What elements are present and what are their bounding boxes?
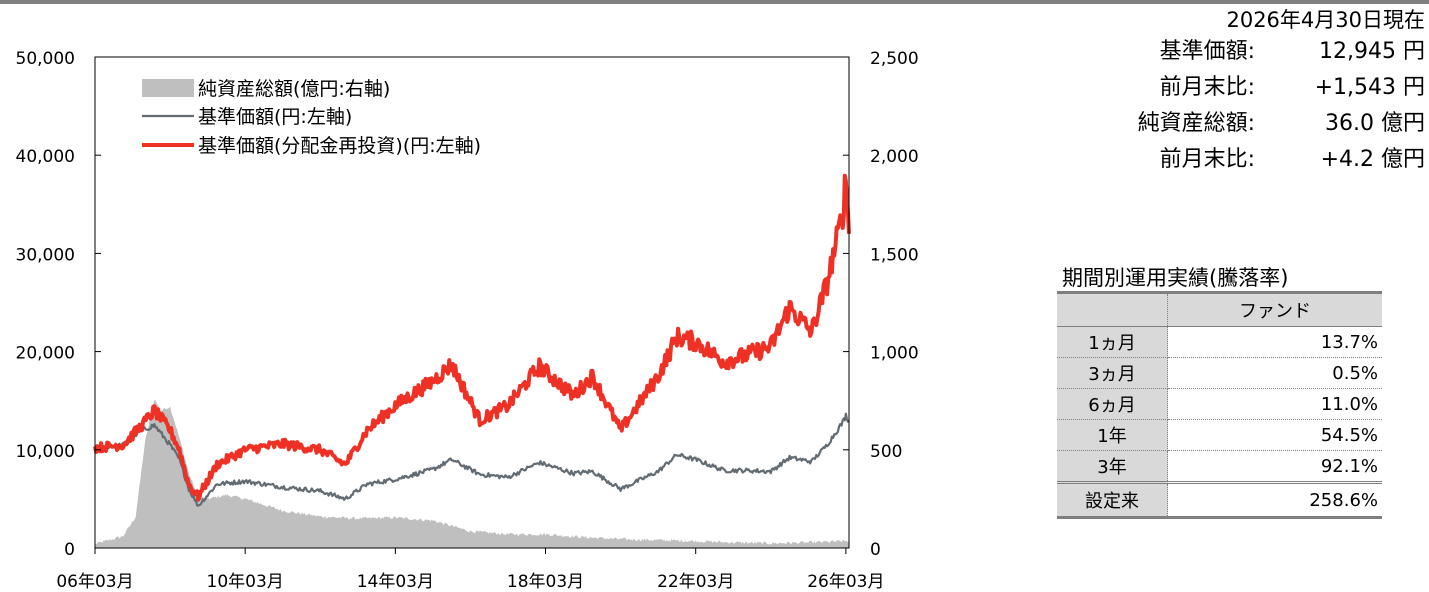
left-axis-tick-label: 40,000 — [16, 147, 75, 167]
left-axis-tick-label: 20,000 — [16, 344, 75, 364]
x-axis-tick-label: 10年03月 — [207, 572, 284, 592]
performance-row: 1年 54.5% — [1057, 419, 1382, 451]
performance-header-row: ファンド — [1057, 292, 1382, 327]
performance-table: ファンド 1ヵ月 13.7% 3ヵ月 0.5% 6ヵ月 11.0% 1年 54.… — [1057, 291, 1382, 519]
summary-label: 前月末比: — [1159, 147, 1255, 172]
left-axis-tick-label: 0 — [64, 540, 75, 560]
legend-label: 基準価額(分配金再投資)(円:左軸) — [198, 135, 481, 157]
right-axis-tick-label: 0 — [870, 540, 881, 560]
right-axis-tick-label: 500 — [870, 442, 902, 462]
performance-value: 258.6% — [1167, 481, 1382, 518]
legend-swatch-net-assets — [142, 79, 194, 97]
performance-period: 3ヵ月 — [1057, 357, 1168, 389]
performance-row: 6ヵ月 11.0% — [1057, 388, 1382, 420]
performance-period: 3年 — [1057, 450, 1168, 483]
summary-value: +1,543 円 — [1314, 75, 1425, 100]
performance-row: 設定来 258.6% — [1057, 481, 1382, 518]
as-of-date: 2026年4月30日現在 — [1226, 8, 1425, 32]
performance-value: 0.5% — [1167, 357, 1382, 389]
top-rule — [0, 0, 1429, 4]
legend-label: 純資産総額(億円:右軸) — [198, 78, 390, 100]
nav-reinvested-line — [93, 173, 851, 502]
summary-row-net-assets-change: 前月末比: +4.2 億円 — [1040, 142, 1425, 178]
performance-period: 1ヵ月 — [1057, 326, 1168, 358]
right-axis-tick-label: 2,500 — [870, 49, 919, 69]
summary-row-net-assets: 純資産総額: 36.0 億円 — [1040, 106, 1425, 142]
performance-value: 13.7% — [1167, 326, 1382, 358]
performance-period: 設定来 — [1057, 481, 1168, 518]
performance-period: 6ヵ月 — [1057, 388, 1168, 420]
performance-value: 11.0% — [1167, 388, 1382, 420]
x-axis-tick-label: 26年03月 — [807, 572, 884, 592]
nav-line — [94, 412, 850, 507]
right-axis-tick-label: 1,000 — [870, 344, 919, 364]
right-axis-tick-label: 1,500 — [870, 245, 919, 265]
legend-label: 基準価額(円:左軸) — [198, 106, 352, 128]
summary-value: 12,945 円 — [1319, 39, 1425, 64]
summary-label: 前月末比: — [1159, 75, 1255, 100]
summary-label: 基準価額: — [1159, 39, 1255, 64]
fund-performance-chart: 0 10,000 20,000 30,000 40,000 50,000 0 500 1,000… — [16, 49, 919, 592]
performance-row: 3ヵ月 0.5% — [1057, 357, 1382, 389]
x-axis-tick-label: 18年03月 — [507, 572, 584, 592]
performance-title: 期間別運用実績(騰落率) — [1062, 266, 1289, 290]
plot-frame — [94, 56, 850, 549]
summary-label: 純資産総額: — [1137, 111, 1255, 136]
summary-panel: 2026年4月30日現在 基準価額: 12,945 円 前月末比: +1,543… — [1040, 6, 1425, 178]
performance-header-fund: ファンド — [1167, 292, 1382, 327]
x-axis-tick-label: 14年03月 — [357, 572, 434, 592]
left-axis-tick-label: 50,000 — [16, 49, 75, 69]
performance-row: 3年 92.1% — [1057, 450, 1382, 483]
summary-row-nav: 基準価額: 12,945 円 — [1040, 34, 1425, 70]
performance-header-corner — [1057, 292, 1168, 327]
summary-value: +4.2 億円 — [1320, 147, 1425, 172]
summary-row-nav-change: 前月末比: +1,543 円 — [1040, 70, 1425, 106]
performance-value: 92.1% — [1167, 450, 1382, 483]
right-axis-tick-label: 2,000 — [870, 147, 919, 167]
left-axis-tick-label: 30,000 — [16, 245, 75, 265]
left-axis-tick-label: 10,000 — [16, 442, 75, 462]
net-assets-area — [95, 400, 849, 548]
x-axis-tick-label: 22年03月 — [657, 572, 734, 592]
x-axis-tick-label: 06年03月 — [56, 572, 133, 592]
summary-value: 36.0 億円 — [1325, 111, 1425, 136]
performance-value: 54.5% — [1167, 419, 1382, 451]
performance-period: 1年 — [1057, 419, 1168, 451]
performance-row: 1ヵ月 13.7% — [1057, 326, 1382, 358]
